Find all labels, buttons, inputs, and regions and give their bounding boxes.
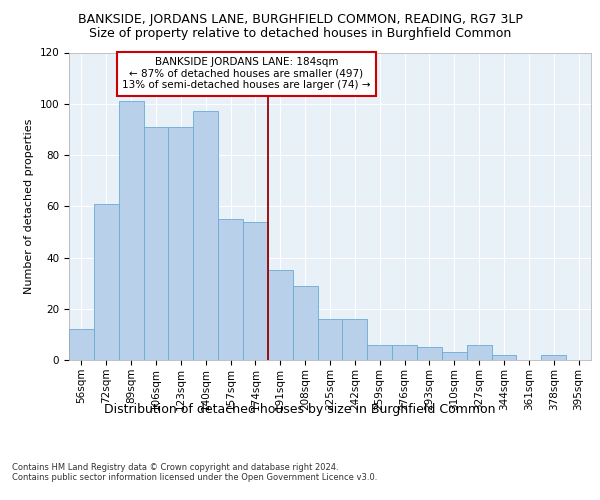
Bar [243, 222, 268, 360]
Bar [392, 344, 417, 360]
Bar [541, 355, 566, 360]
Bar [491, 355, 517, 360]
Bar [268, 270, 293, 360]
Bar [69, 329, 94, 360]
Bar [442, 352, 467, 360]
Bar [169, 127, 193, 360]
Bar [367, 344, 392, 360]
Bar [317, 319, 343, 360]
Bar [193, 112, 218, 360]
Bar [218, 219, 243, 360]
Bar [417, 347, 442, 360]
Bar [343, 319, 367, 360]
Bar [119, 101, 143, 360]
Text: BANKSIDE, JORDANS LANE, BURGHFIELD COMMON, READING, RG7 3LP: BANKSIDE, JORDANS LANE, BURGHFIELD COMMO… [77, 12, 523, 26]
Text: BANKSIDE JORDANS LANE: 184sqm
← 87% of detached houses are smaller (497)
13% of : BANKSIDE JORDANS LANE: 184sqm ← 87% of d… [122, 57, 371, 90]
Text: Contains HM Land Registry data © Crown copyright and database right 2024.
Contai: Contains HM Land Registry data © Crown c… [12, 462, 377, 482]
Bar [143, 127, 169, 360]
Bar [467, 344, 491, 360]
Bar [293, 286, 317, 360]
Bar [94, 204, 119, 360]
Text: Size of property relative to detached houses in Burghfield Common: Size of property relative to detached ho… [89, 28, 511, 40]
Text: Distribution of detached houses by size in Burghfield Common: Distribution of detached houses by size … [104, 402, 496, 415]
Y-axis label: Number of detached properties: Number of detached properties [24, 118, 34, 294]
